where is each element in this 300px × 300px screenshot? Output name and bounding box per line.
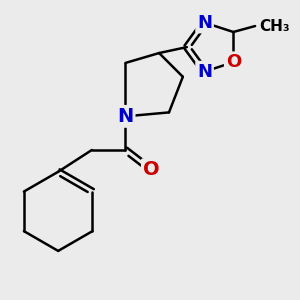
Text: N: N [197,14,212,32]
Text: CH₃: CH₃ [259,19,290,34]
Text: N: N [117,107,134,126]
Text: N: N [197,63,212,81]
Text: O: O [143,160,160,179]
Text: O: O [226,53,241,71]
